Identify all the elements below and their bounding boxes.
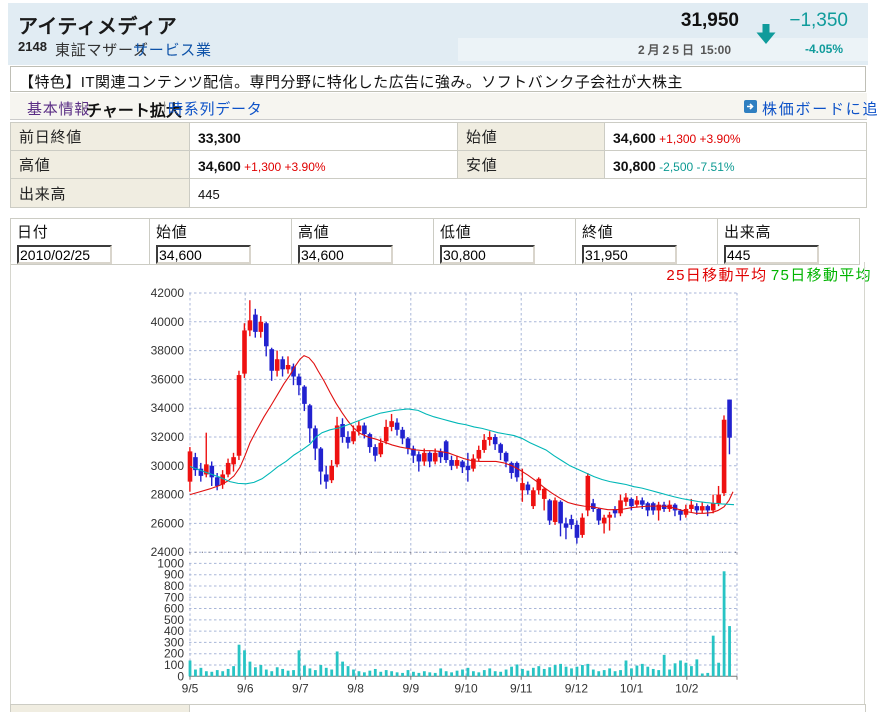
svg-text:100: 100 [164, 658, 184, 672]
svg-text:9/6: 9/6 [237, 681, 254, 695]
svg-text:200: 200 [164, 647, 184, 661]
svg-text:24000: 24000 [151, 545, 185, 559]
svg-text:9/9: 9/9 [402, 681, 419, 695]
svg-text:1000: 1000 [157, 556, 184, 570]
svg-text:32000: 32000 [151, 430, 185, 444]
svg-text:10/1: 10/1 [620, 681, 644, 695]
svg-text:600: 600 [164, 602, 184, 616]
svg-text:9/11: 9/11 [510, 681, 533, 695]
svg-text:10/2: 10/2 [675, 681, 699, 695]
svg-text:36000: 36000 [151, 372, 185, 386]
svg-text:700: 700 [164, 590, 184, 604]
svg-text:28000: 28000 [151, 488, 185, 502]
svg-text:9/8: 9/8 [347, 681, 364, 695]
svg-text:34000: 34000 [151, 401, 185, 415]
svg-text:300: 300 [164, 635, 184, 649]
svg-text:38000: 38000 [151, 344, 185, 358]
svg-text:800: 800 [164, 579, 184, 593]
svg-text:26000: 26000 [151, 516, 185, 530]
svg-text:500: 500 [164, 613, 184, 627]
svg-text:9/10: 9/10 [454, 681, 478, 695]
svg-text:9/12: 9/12 [565, 681, 589, 695]
svg-text:0: 0 [177, 669, 184, 683]
svg-text:30000: 30000 [151, 459, 185, 473]
svg-text:9/5: 9/5 [182, 681, 199, 695]
svg-text:40000: 40000 [151, 315, 185, 329]
svg-text:400: 400 [164, 624, 184, 638]
svg-text:900: 900 [164, 568, 184, 582]
svg-text:9/7: 9/7 [292, 681, 309, 695]
svg-text:42000: 42000 [151, 286, 185, 300]
